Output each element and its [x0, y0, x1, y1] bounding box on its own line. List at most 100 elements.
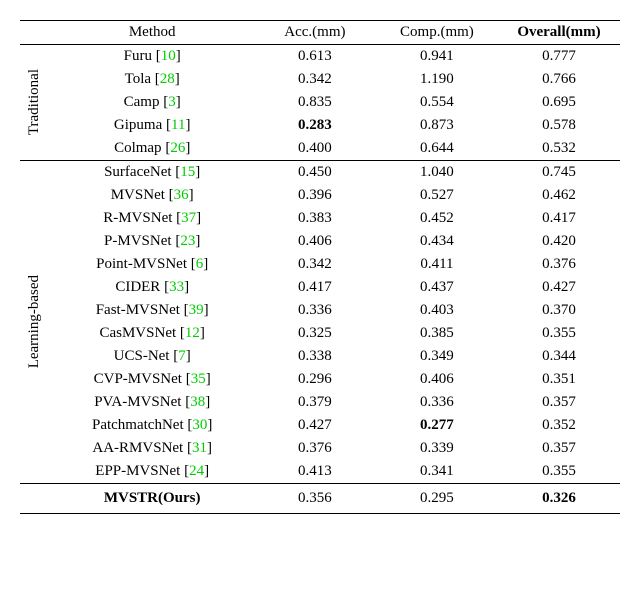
overall-cell: 0.532: [498, 137, 620, 161]
method-cell: SurfaceNet [15]: [51, 161, 254, 185]
ours-row: MVSTR(Ours)0.3560.2950.326: [20, 484, 620, 514]
header-overall: Overall(mm): [498, 21, 620, 45]
table-row: P-MVSNet [23]0.4060.4340.420: [20, 230, 620, 253]
acc-cell: 0.376: [254, 437, 376, 460]
header-row: Method Acc.(mm) Comp.(mm) Overall(mm): [20, 21, 620, 45]
comp-cell: 0.527: [376, 184, 498, 207]
group-label: Traditional: [20, 45, 51, 161]
overall-cell: 0.578: [498, 114, 620, 137]
acc-cell: 0.379: [254, 391, 376, 414]
acc-cell: 0.450: [254, 161, 376, 185]
table-row: Point-MVSNet [6]0.3420.4110.376: [20, 253, 620, 276]
table-row: TraditionalFuru [10]0.6130.9410.777: [20, 45, 620, 69]
table-row: Fast-MVSNet [39]0.3360.4030.370: [20, 299, 620, 322]
method-cell: MVSNet [36]: [51, 184, 254, 207]
overall-cell: 0.745: [498, 161, 620, 185]
comp-cell: 0.644: [376, 137, 498, 161]
method-cell: CIDER [33]: [51, 276, 254, 299]
ours-method: MVSTR(Ours): [51, 484, 254, 514]
method-cell: Gipuma [11]: [51, 114, 254, 137]
overall-cell: 0.462: [498, 184, 620, 207]
method-cell: Fast-MVSNet [39]: [51, 299, 254, 322]
method-cell: CVP-MVSNet [35]: [51, 368, 254, 391]
comp-cell: 0.406: [376, 368, 498, 391]
acc-cell: 0.417: [254, 276, 376, 299]
method-cell: Camp [3]: [51, 91, 254, 114]
method-cell: P-MVSNet [23]: [51, 230, 254, 253]
ours-overall: 0.326: [498, 484, 620, 514]
header-comp: Comp.(mm): [376, 21, 498, 45]
overall-cell: 0.344: [498, 345, 620, 368]
overall-cell: 0.766: [498, 68, 620, 91]
table-row: Gipuma [11]0.2830.8730.578: [20, 114, 620, 137]
table-row: UCS-Net [7]0.3380.3490.344: [20, 345, 620, 368]
method-cell: PVA-MVSNet [38]: [51, 391, 254, 414]
overall-cell: 0.357: [498, 391, 620, 414]
acc-cell: 0.338: [254, 345, 376, 368]
overall-cell: 0.355: [498, 322, 620, 345]
method-cell: CasMVSNet [12]: [51, 322, 254, 345]
overall-cell: 0.417: [498, 207, 620, 230]
comp-cell: 0.385: [376, 322, 498, 345]
method-cell: EPP-MVSNet [24]: [51, 460, 254, 484]
comp-cell: 0.437: [376, 276, 498, 299]
comp-cell: 0.341: [376, 460, 498, 484]
overall-cell: 0.376: [498, 253, 620, 276]
table-row: MVSNet [36]0.3960.5270.462: [20, 184, 620, 207]
method-cell: R-MVSNet [37]: [51, 207, 254, 230]
table: Method Acc.(mm) Comp.(mm) Overall(mm) Tr…: [20, 20, 620, 514]
table-row: Colmap [26]0.4000.6440.532: [20, 137, 620, 161]
table-row: CVP-MVSNet [35]0.2960.4060.351: [20, 368, 620, 391]
method-cell: Tola [28]: [51, 68, 254, 91]
comp-cell: 0.434: [376, 230, 498, 253]
ours-blank: [20, 484, 51, 514]
acc-cell: 0.283: [254, 114, 376, 137]
overall-cell: 0.427: [498, 276, 620, 299]
acc-cell: 0.427: [254, 414, 376, 437]
header-blank: [20, 21, 51, 45]
comp-cell: 0.336: [376, 391, 498, 414]
acc-cell: 0.336: [254, 299, 376, 322]
acc-cell: 0.406: [254, 230, 376, 253]
comp-cell: 0.411: [376, 253, 498, 276]
comp-cell: 0.349: [376, 345, 498, 368]
table-row: CIDER [33]0.4170.4370.427: [20, 276, 620, 299]
ours-comp: 0.295: [376, 484, 498, 514]
method-cell: UCS-Net [7]: [51, 345, 254, 368]
table-body: TraditionalFuru [10]0.6130.9410.777Tola …: [20, 45, 620, 514]
comp-cell: 0.873: [376, 114, 498, 137]
comp-cell: 0.403: [376, 299, 498, 322]
table-row: CasMVSNet [12]0.3250.3850.355: [20, 322, 620, 345]
overall-cell: 0.420: [498, 230, 620, 253]
method-cell: PatchmatchNet [30]: [51, 414, 254, 437]
table-row: Camp [3]0.8350.5540.695: [20, 91, 620, 114]
overall-cell: 0.777: [498, 45, 620, 69]
method-cell: Point-MVSNet [6]: [51, 253, 254, 276]
overall-cell: 0.351: [498, 368, 620, 391]
acc-cell: 0.613: [254, 45, 376, 69]
method-cell: Colmap [26]: [51, 137, 254, 161]
comp-cell: 1.040: [376, 161, 498, 185]
ours-acc: 0.356: [254, 484, 376, 514]
table-row: Tola [28]0.3421.1900.766: [20, 68, 620, 91]
overall-cell: 0.357: [498, 437, 620, 460]
comp-cell: 0.554: [376, 91, 498, 114]
acc-cell: 0.342: [254, 68, 376, 91]
acc-cell: 0.383: [254, 207, 376, 230]
acc-cell: 0.325: [254, 322, 376, 345]
table-row: EPP-MVSNet [24]0.4130.3410.355: [20, 460, 620, 484]
overall-cell: 0.352: [498, 414, 620, 437]
results-table: Method Acc.(mm) Comp.(mm) Overall(mm) Tr…: [20, 20, 620, 514]
header-method: Method: [51, 21, 254, 45]
comp-cell: 0.339: [376, 437, 498, 460]
comp-cell: 0.277: [376, 414, 498, 437]
acc-cell: 0.413: [254, 460, 376, 484]
comp-cell: 1.190: [376, 68, 498, 91]
table-row: Learning-basedSurfaceNet [15]0.4501.0400…: [20, 161, 620, 185]
acc-cell: 0.396: [254, 184, 376, 207]
header-acc: Acc.(mm): [254, 21, 376, 45]
acc-cell: 0.835: [254, 91, 376, 114]
acc-cell: 0.342: [254, 253, 376, 276]
group-label: Learning-based: [20, 161, 51, 484]
table-row: PatchmatchNet [30]0.4270.2770.352: [20, 414, 620, 437]
